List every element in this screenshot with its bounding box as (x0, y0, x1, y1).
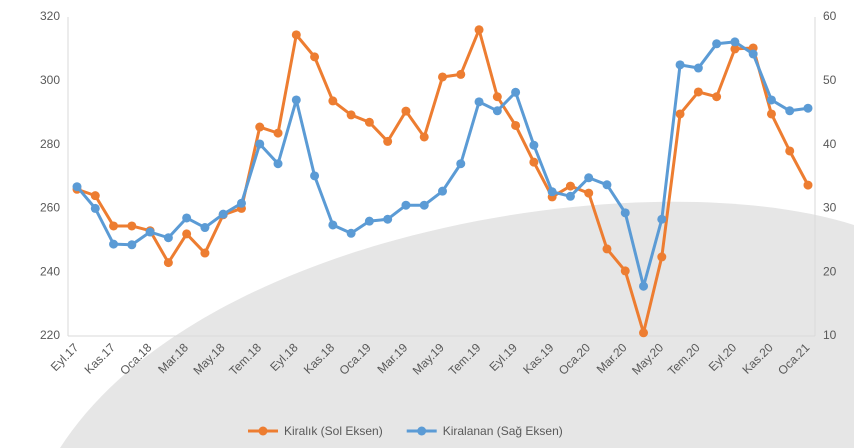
data-point (127, 221, 137, 231)
data-point (291, 30, 301, 40)
data-point (419, 200, 429, 210)
data-point (456, 159, 466, 169)
data-point (109, 221, 119, 231)
data-point (145, 227, 155, 237)
data-point (310, 171, 320, 181)
data-point (693, 63, 703, 73)
y2-tick-label: 60 (823, 9, 837, 23)
data-point (511, 120, 521, 130)
data-point (565, 191, 575, 201)
data-point (218, 209, 228, 219)
data-point (766, 109, 776, 119)
data-point (657, 214, 667, 224)
y-tick-label: 260 (40, 201, 60, 215)
y2-tick-label: 20 (823, 264, 837, 278)
data-point (620, 208, 630, 218)
y2-tick-label: 50 (823, 73, 837, 87)
legend-label: Kiralık (Sol Eksen) (284, 424, 383, 438)
data-point (785, 106, 795, 116)
data-point (529, 157, 539, 167)
data-point (474, 25, 484, 35)
data-point (438, 186, 447, 196)
data-point (785, 146, 795, 156)
y-tick-label: 220 (40, 328, 60, 342)
data-point (803, 103, 813, 113)
data-point (273, 128, 283, 138)
data-point (127, 240, 137, 250)
data-point (328, 96, 338, 106)
data-point (639, 281, 649, 291)
data-point (182, 229, 192, 239)
data-point (675, 60, 685, 70)
data-point (474, 97, 484, 107)
data-point (584, 173, 594, 183)
data-point (803, 180, 813, 190)
data-point (383, 214, 393, 224)
y2-tick-label: 30 (823, 201, 837, 215)
data-point (657, 252, 667, 262)
legend-marker (258, 426, 268, 436)
data-point (584, 188, 594, 198)
data-point (675, 109, 685, 119)
data-point (90, 203, 100, 213)
data-point (748, 49, 758, 59)
data-point (109, 239, 119, 249)
y2-tick-label: 10 (823, 328, 837, 342)
data-point (730, 37, 740, 47)
x-tick-label: Kas.17 (82, 340, 119, 377)
data-point (236, 198, 246, 208)
data-point (310, 52, 320, 62)
data-point (273, 159, 283, 169)
x-tick-label: Eyl.17 (48, 340, 82, 374)
data-point (620, 266, 630, 276)
data-point (163, 258, 173, 268)
data-point (766, 95, 776, 105)
data-point (730, 44, 740, 54)
y-tick-label: 300 (40, 73, 60, 87)
data-point (346, 110, 356, 120)
data-point (438, 72, 447, 82)
legend-label: Kiralanan (Sağ Eksen) (443, 424, 563, 438)
data-point (712, 92, 722, 102)
data-point (401, 200, 411, 210)
data-point (182, 213, 192, 223)
data-point (346, 228, 356, 238)
data-point (163, 233, 173, 243)
data-point (456, 69, 466, 79)
data-point (364, 117, 374, 127)
data-point (401, 106, 411, 116)
data-point (200, 223, 210, 233)
data-point (364, 216, 374, 226)
data-point (565, 181, 575, 191)
data-point (602, 244, 612, 254)
data-point (328, 220, 338, 230)
data-point (90, 191, 100, 201)
y-tick-label: 240 (40, 264, 60, 278)
data-point (72, 182, 82, 192)
data-point (255, 122, 265, 132)
legend-marker (417, 426, 427, 436)
y2-tick-label: 40 (823, 137, 837, 151)
data-point (693, 87, 703, 97)
data-point (712, 39, 722, 49)
data-point (529, 140, 539, 150)
data-point (492, 92, 502, 102)
data-point (255, 139, 265, 149)
data-point (419, 132, 429, 142)
y-tick-label: 280 (40, 137, 60, 151)
background-shape (60, 201, 854, 448)
data-point (547, 187, 557, 197)
data-point (200, 248, 210, 258)
data-point (492, 106, 502, 116)
data-point (383, 136, 393, 146)
data-point (291, 95, 301, 105)
data-point (602, 180, 612, 190)
data-point (639, 328, 649, 338)
y-tick-label: 320 (40, 9, 60, 23)
data-point (511, 87, 521, 97)
